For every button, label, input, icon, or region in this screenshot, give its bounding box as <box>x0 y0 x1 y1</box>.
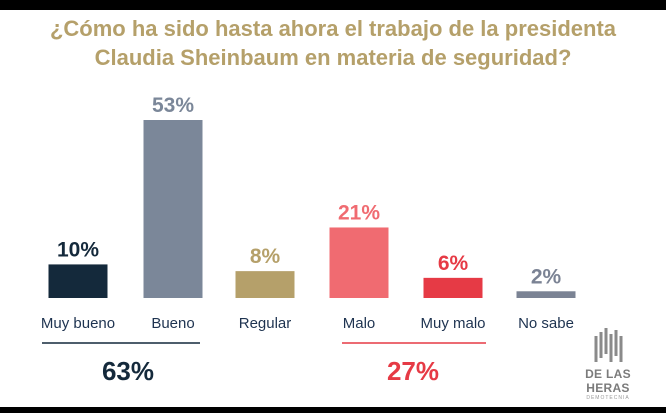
bar-muy-bueno <box>48 264 108 298</box>
brand-name: DE LAS HERAS <box>585 367 631 395</box>
bar-no-sabe <box>516 291 576 298</box>
category-label: Bueno <box>151 315 194 332</box>
brand-subtitle: DEMOTECNIA <box>586 395 630 401</box>
bar-malo <box>329 227 389 298</box>
chart-frame <box>0 10 666 407</box>
group-total-label: 63% <box>102 356 154 386</box>
bar-muy-malo <box>423 277 483 298</box>
value-label: 10% <box>57 238 99 261</box>
value-label: 53% <box>152 94 194 117</box>
category-label: Regular <box>239 315 292 332</box>
chart-title-line-1: ¿Cómo ha sido hasta ahora el trabajo de … <box>49 16 617 41</box>
category-label: No sabe <box>518 315 574 332</box>
value-label: 21% <box>338 201 380 224</box>
bar-regular <box>235 271 295 298</box>
brand-building-icon <box>594 328 623 362</box>
chart-title-line-2: Claudia Sheinbaum en materia de segurida… <box>94 45 572 70</box>
brand-logo: DE LAS HERAS DEMOTECNIA <box>568 328 648 401</box>
value-label: 6% <box>438 252 469 275</box>
category-label: Muy malo <box>420 315 485 332</box>
category-label: Muy bueno <box>41 315 115 332</box>
value-label: 8% <box>250 245 281 268</box>
bar-bueno <box>143 120 203 298</box>
category-label: Malo <box>343 315 376 332</box>
value-label: 2% <box>531 265 562 288</box>
group-total-label: 27% <box>387 356 439 386</box>
chart-title: ¿Cómo ha sido hasta ahora el trabajo de … <box>0 14 666 72</box>
